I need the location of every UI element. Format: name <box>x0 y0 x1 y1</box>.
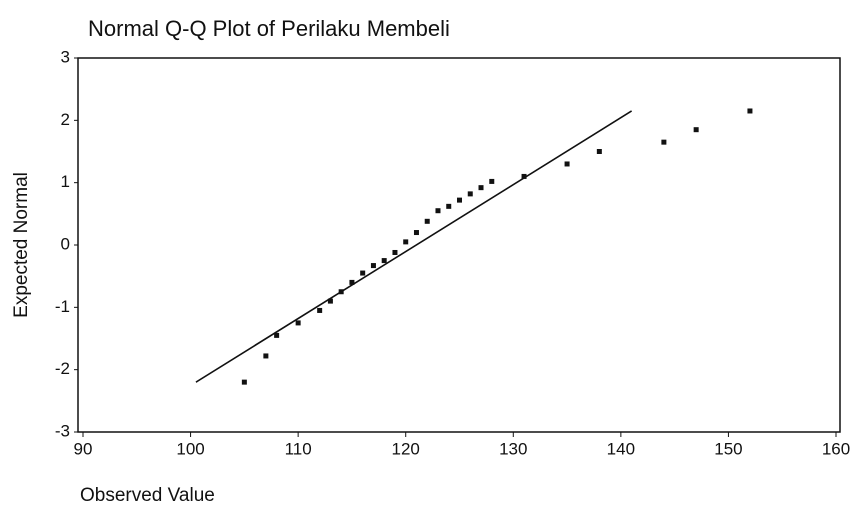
point <box>381 258 387 264</box>
point <box>521 173 527 179</box>
point <box>424 218 430 224</box>
point <box>457 197 462 203</box>
y-tick-label: 1 <box>61 172 70 191</box>
point <box>446 203 452 209</box>
chart-title: Normal Q-Q Plot of Perilaku Membeli <box>88 16 450 41</box>
point <box>392 249 398 255</box>
x-tick-label: 100 <box>176 439 204 458</box>
point <box>467 191 473 197</box>
y-tick-label: -1 <box>55 297 70 316</box>
point <box>360 270 366 276</box>
x-tick-label: 90 <box>74 439 93 458</box>
point <box>489 178 495 184</box>
y-axis-label: Expected Normal <box>11 172 32 318</box>
plot-frame <box>77 57 841 433</box>
point <box>241 379 247 385</box>
x-tick-label: 120 <box>392 439 420 458</box>
point <box>435 208 441 214</box>
y-tick-label: 3 <box>61 47 70 66</box>
point <box>747 108 753 114</box>
x-axis-label: Observed Value <box>80 485 215 506</box>
point <box>295 320 301 326</box>
x-tick-label: 140 <box>607 439 635 458</box>
x-tick-label: 110 <box>285 439 312 458</box>
point <box>349 279 355 285</box>
point <box>596 149 602 154</box>
x-tick-label: 150 <box>714 439 742 458</box>
point <box>317 307 323 313</box>
reference-line <box>195 110 633 383</box>
point <box>413 230 419 236</box>
point <box>661 139 667 145</box>
y-tick-label: 0 <box>61 234 70 253</box>
point <box>564 161 570 167</box>
y-tick-label: -3 <box>55 421 70 440</box>
point <box>478 185 484 191</box>
point <box>370 263 376 269</box>
x-tick-label: 130 <box>499 439 527 458</box>
point <box>327 298 333 304</box>
y-tick-label: 2 <box>61 110 70 129</box>
point <box>338 289 344 295</box>
point <box>263 353 269 359</box>
x-tick-label: 160 <box>822 439 850 458</box>
point <box>403 239 409 245</box>
y-tick-label: -2 <box>55 359 70 378</box>
point <box>274 332 280 338</box>
point <box>693 127 699 133</box>
